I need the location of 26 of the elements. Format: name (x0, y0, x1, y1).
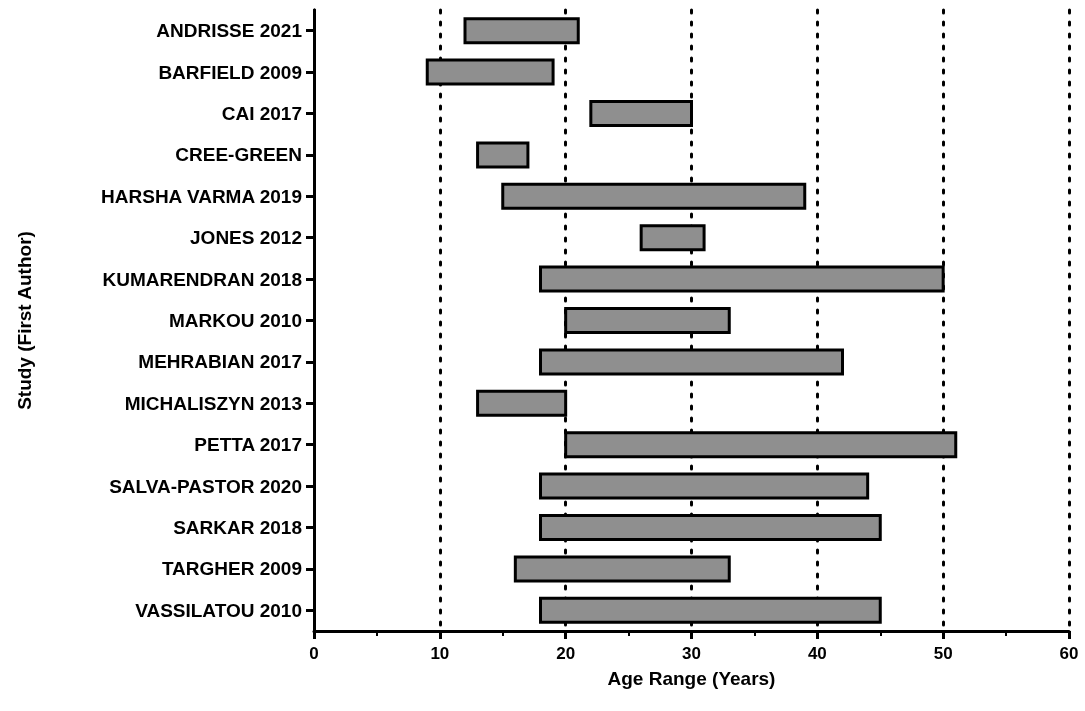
y-tick-label: MEHRABIAN 2017 (138, 351, 302, 373)
x-tick-label: 20 (556, 644, 576, 663)
y-tick-label: ANDRISSE 2021 (156, 20, 303, 42)
y-tick-label: BARFIELD 2009 (158, 61, 302, 83)
x-tick-label: 0 (309, 644, 319, 663)
y-tick-label: VASSILATOU 2010 (135, 599, 302, 621)
y-tick-label: JONES 2012 (190, 227, 302, 249)
x-tick-label: 40 (807, 644, 827, 663)
y-tick-label: CAI 2017 (221, 103, 302, 124)
bar (589, 99, 693, 128)
x-tick-label: 50 (933, 644, 953, 663)
y-tick-label: MARKOU 2010 (168, 310, 302, 331)
y-tick-label: TARGHER 2009 (161, 558, 302, 580)
y-tick-label: MICHALISZYN 2013 (124, 392, 302, 414)
x-tick-label: 30 (682, 644, 701, 663)
x-axis-title: Age Range (Years) (607, 668, 776, 689)
y-tick-label: KUMARENDRAN 2018 (102, 268, 302, 290)
y-tick-label: SARKAR 2018 (173, 517, 302, 538)
y-tick-label: CREE-GREEN (175, 144, 302, 166)
y-axis-title: Study (First Author) (14, 231, 35, 410)
bar (476, 141, 530, 169)
y-tick-label: PETTA 2017 (194, 434, 302, 456)
y-tick-label: HARSHA VARMA 2019 (101, 185, 302, 207)
y-tick-label: SALVA-PASTOR 2020 (109, 475, 302, 497)
x-tick-label: 10 (430, 644, 450, 663)
x-tick-label: 60 (1059, 644, 1079, 663)
